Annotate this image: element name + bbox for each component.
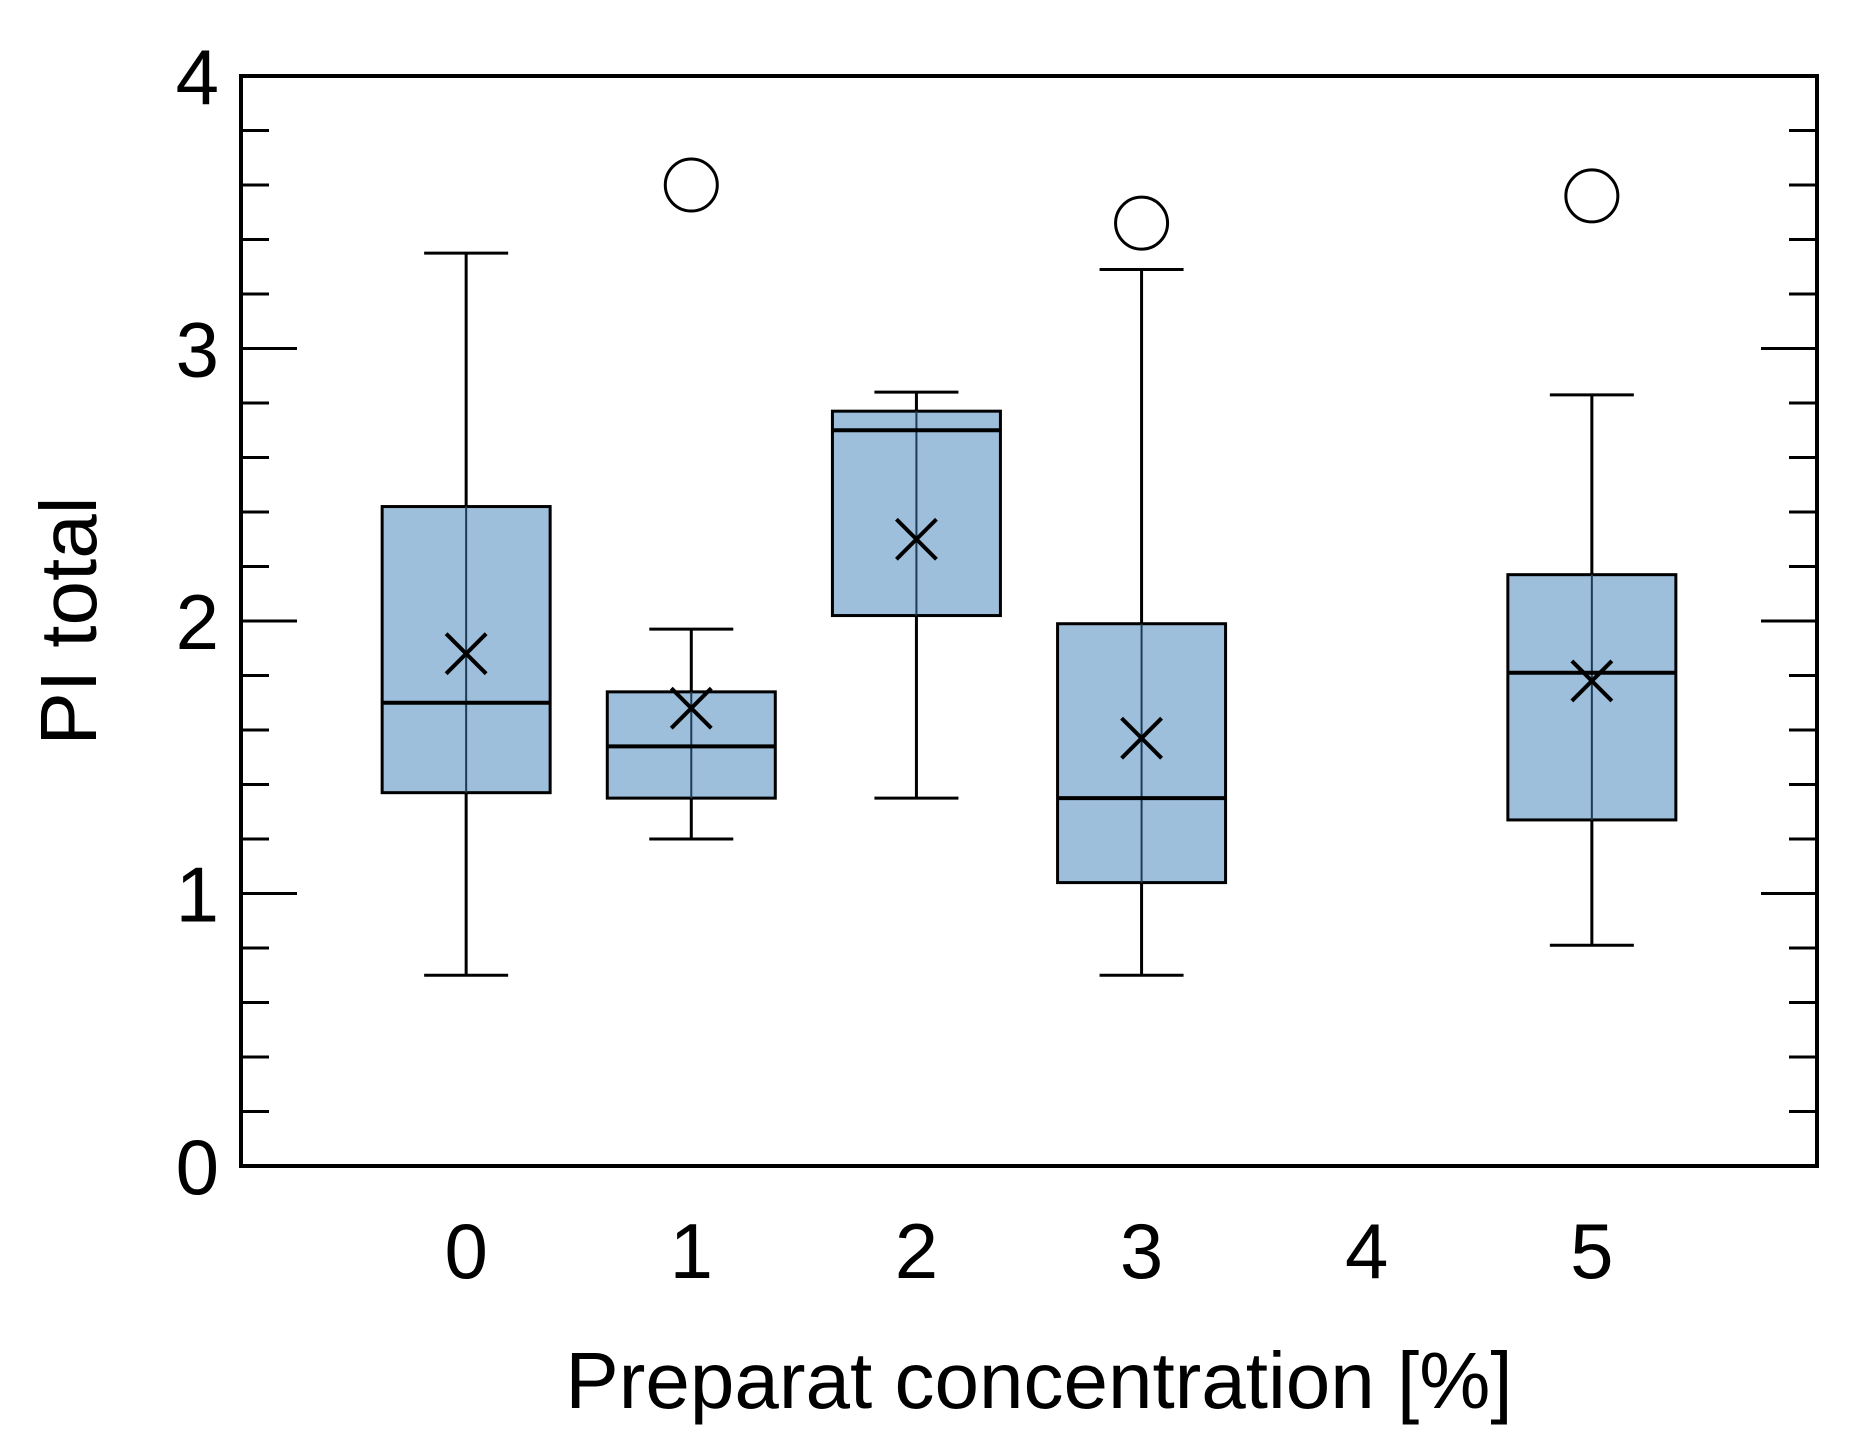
y-axis-tick-labels: 0 1 2 3 4 bbox=[176, 33, 219, 1211]
mean-marker-stroke-b bbox=[1570, 659, 1614, 703]
box-group bbox=[1056, 195, 1228, 977]
outlier-point bbox=[1564, 168, 1620, 224]
x-tick-label: 3 bbox=[1120, 1207, 1163, 1295]
mean-marker-stroke-b bbox=[1120, 716, 1163, 760]
y-tick-label: 4 bbox=[176, 33, 219, 121]
mean-marker-stroke-b bbox=[895, 517, 938, 561]
box-series bbox=[380, 157, 1678, 977]
outlier-point bbox=[1114, 195, 1170, 251]
x-tick-label: 2 bbox=[895, 1207, 938, 1295]
box-group bbox=[1506, 168, 1678, 947]
box-group bbox=[830, 390, 1002, 800]
y-axis-title: PI total bbox=[24, 496, 113, 745]
y-tick-label: 2 bbox=[176, 578, 219, 666]
y-axis-ticks bbox=[241, 74, 1817, 1168]
y-tick-label: 1 bbox=[176, 851, 219, 939]
x-axis-title: Preparat concentration [%] bbox=[565, 1336, 1512, 1425]
box-group bbox=[380, 251, 552, 977]
outlier-point bbox=[663, 157, 719, 213]
x-tick-label: 4 bbox=[1345, 1207, 1388, 1295]
box-group bbox=[605, 157, 777, 841]
mean-marker-stroke-b bbox=[444, 632, 488, 676]
x-tick-label: 0 bbox=[444, 1207, 487, 1295]
x-tick-label: 1 bbox=[670, 1207, 713, 1295]
y-tick-label: 0 bbox=[176, 1123, 219, 1211]
x-axis-tick-labels: 0 1 2 3 4 5 bbox=[444, 1207, 1613, 1295]
y-tick-label: 3 bbox=[176, 306, 219, 394]
x-tick-label: 5 bbox=[1570, 1207, 1613, 1295]
mean-marker-stroke-b bbox=[669, 686, 713, 730]
